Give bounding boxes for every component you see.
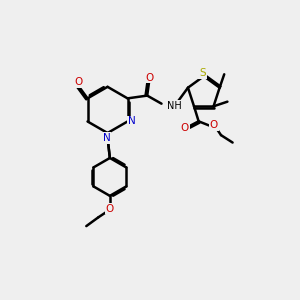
Text: N: N bbox=[103, 133, 110, 143]
Text: O: O bbox=[75, 77, 83, 87]
Text: O: O bbox=[209, 120, 218, 130]
Text: N: N bbox=[128, 116, 136, 127]
Text: S: S bbox=[199, 68, 206, 78]
Text: O: O bbox=[145, 73, 153, 82]
Text: O: O bbox=[181, 122, 189, 133]
Text: NH: NH bbox=[167, 100, 181, 110]
Text: O: O bbox=[106, 204, 114, 214]
